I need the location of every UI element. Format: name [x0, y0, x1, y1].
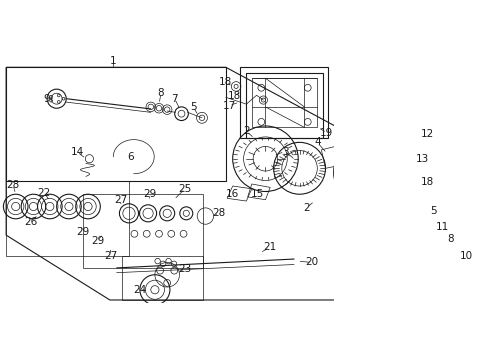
Text: 19: 19	[320, 128, 333, 138]
Text: 29: 29	[142, 189, 156, 199]
Text: 9: 9	[44, 94, 50, 104]
Text: 13: 13	[415, 154, 428, 164]
Text: 26: 26	[24, 216, 37, 226]
Text: 24: 24	[133, 285, 146, 295]
Text: 3: 3	[282, 147, 288, 157]
Text: 14: 14	[70, 147, 83, 157]
Text: 23: 23	[178, 264, 191, 274]
Text: 11: 11	[435, 222, 448, 232]
Text: 4: 4	[313, 138, 320, 147]
Text: 2: 2	[243, 126, 249, 136]
Text: 21: 21	[263, 242, 276, 252]
Text: 10: 10	[459, 251, 471, 261]
Text: 12: 12	[420, 129, 433, 139]
Text: 1: 1	[110, 56, 116, 66]
Text: 8: 8	[158, 88, 164, 98]
Text: 29: 29	[76, 227, 89, 237]
Text: 16: 16	[225, 189, 239, 199]
Text: 18: 18	[227, 91, 240, 101]
Text: 27: 27	[104, 251, 118, 261]
Text: 17: 17	[222, 100, 235, 111]
Text: 28: 28	[6, 180, 20, 190]
Text: 15: 15	[250, 189, 264, 199]
Text: 22: 22	[38, 188, 51, 198]
Text: 18: 18	[219, 77, 232, 87]
Text: 25: 25	[178, 184, 191, 194]
Text: 28: 28	[212, 208, 225, 218]
Text: 18: 18	[420, 177, 433, 187]
Text: 5: 5	[189, 102, 196, 112]
Text: 7: 7	[171, 94, 178, 104]
Text: 8: 8	[447, 234, 453, 244]
Text: 6: 6	[127, 152, 133, 162]
Text: 29: 29	[91, 236, 104, 246]
Text: 20: 20	[305, 257, 318, 267]
Text: 27: 27	[114, 195, 127, 205]
Text: 5: 5	[430, 206, 436, 216]
Text: 2: 2	[303, 203, 309, 213]
